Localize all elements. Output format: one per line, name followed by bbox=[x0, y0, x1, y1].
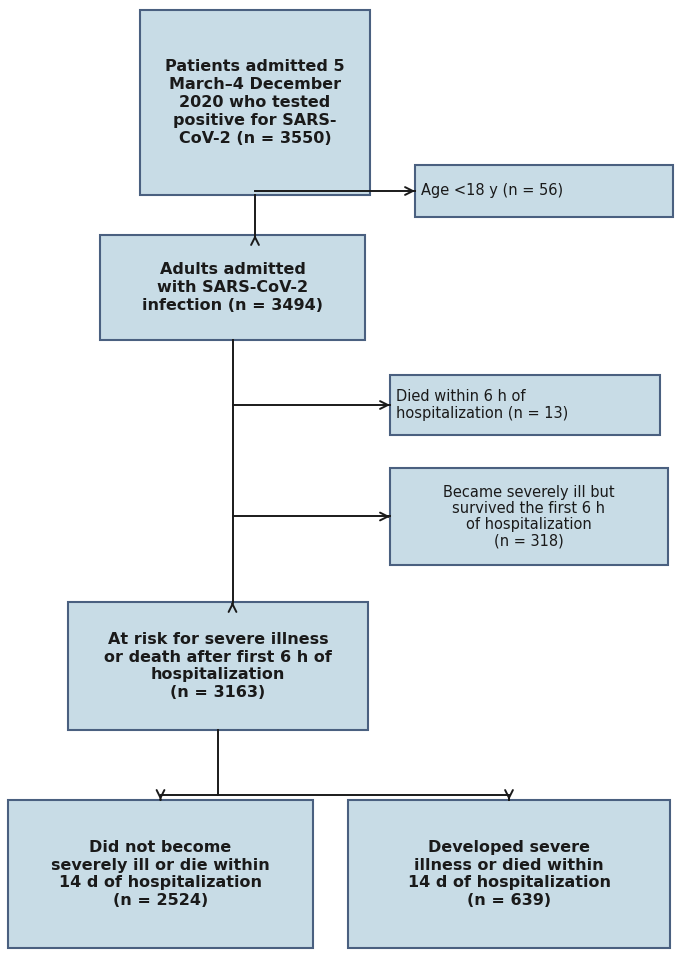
Text: Became severely ill but: Became severely ill but bbox=[443, 484, 615, 500]
Bar bbox=[8, 800, 313, 948]
Text: hospitalization (n = 13): hospitalization (n = 13) bbox=[396, 405, 569, 421]
Text: At risk for severe illness: At risk for severe illness bbox=[108, 632, 328, 647]
Text: 2020 who tested: 2020 who tested bbox=[179, 95, 331, 110]
Text: CoV-2 (n = 3550): CoV-2 (n = 3550) bbox=[179, 131, 331, 145]
Bar bbox=[390, 468, 668, 565]
Text: Patients admitted 5: Patients admitted 5 bbox=[165, 60, 345, 74]
Text: survived the first 6 h: survived the first 6 h bbox=[453, 501, 606, 516]
Text: positive for SARS-: positive for SARS- bbox=[173, 113, 337, 128]
Text: infection (n = 3494): infection (n = 3494) bbox=[142, 298, 323, 313]
Bar bbox=[348, 800, 670, 948]
Bar bbox=[140, 10, 370, 195]
Text: hospitalization: hospitalization bbox=[151, 667, 285, 683]
Text: of hospitalization: of hospitalization bbox=[466, 517, 592, 533]
Bar bbox=[415, 165, 673, 217]
Text: (n = 318): (n = 318) bbox=[494, 534, 564, 548]
Text: Age <18 y (n = 56): Age <18 y (n = 56) bbox=[421, 184, 563, 198]
Text: (n = 639): (n = 639) bbox=[467, 894, 551, 908]
Bar bbox=[390, 375, 660, 435]
Text: Adults admitted: Adults admitted bbox=[159, 262, 306, 277]
Text: severely ill or die within: severely ill or die within bbox=[51, 858, 270, 872]
Text: March–4 December: March–4 December bbox=[169, 77, 341, 92]
Text: (n = 3163): (n = 3163) bbox=[170, 686, 266, 700]
Text: Did not become: Did not become bbox=[90, 840, 232, 855]
Text: (n = 2524): (n = 2524) bbox=[113, 894, 208, 908]
Text: Developed severe: Developed severe bbox=[428, 840, 590, 855]
Text: with SARS-CoV-2: with SARS-CoV-2 bbox=[157, 280, 308, 295]
Bar bbox=[100, 235, 365, 340]
Text: 14 d of hospitalization: 14 d of hospitalization bbox=[408, 875, 611, 891]
Bar bbox=[68, 602, 368, 730]
Text: Died within 6 h of: Died within 6 h of bbox=[396, 389, 526, 404]
Text: or death after first 6 h of: or death after first 6 h of bbox=[104, 650, 332, 664]
Text: 14 d of hospitalization: 14 d of hospitalization bbox=[59, 875, 262, 891]
Text: illness or died within: illness or died within bbox=[414, 858, 604, 872]
